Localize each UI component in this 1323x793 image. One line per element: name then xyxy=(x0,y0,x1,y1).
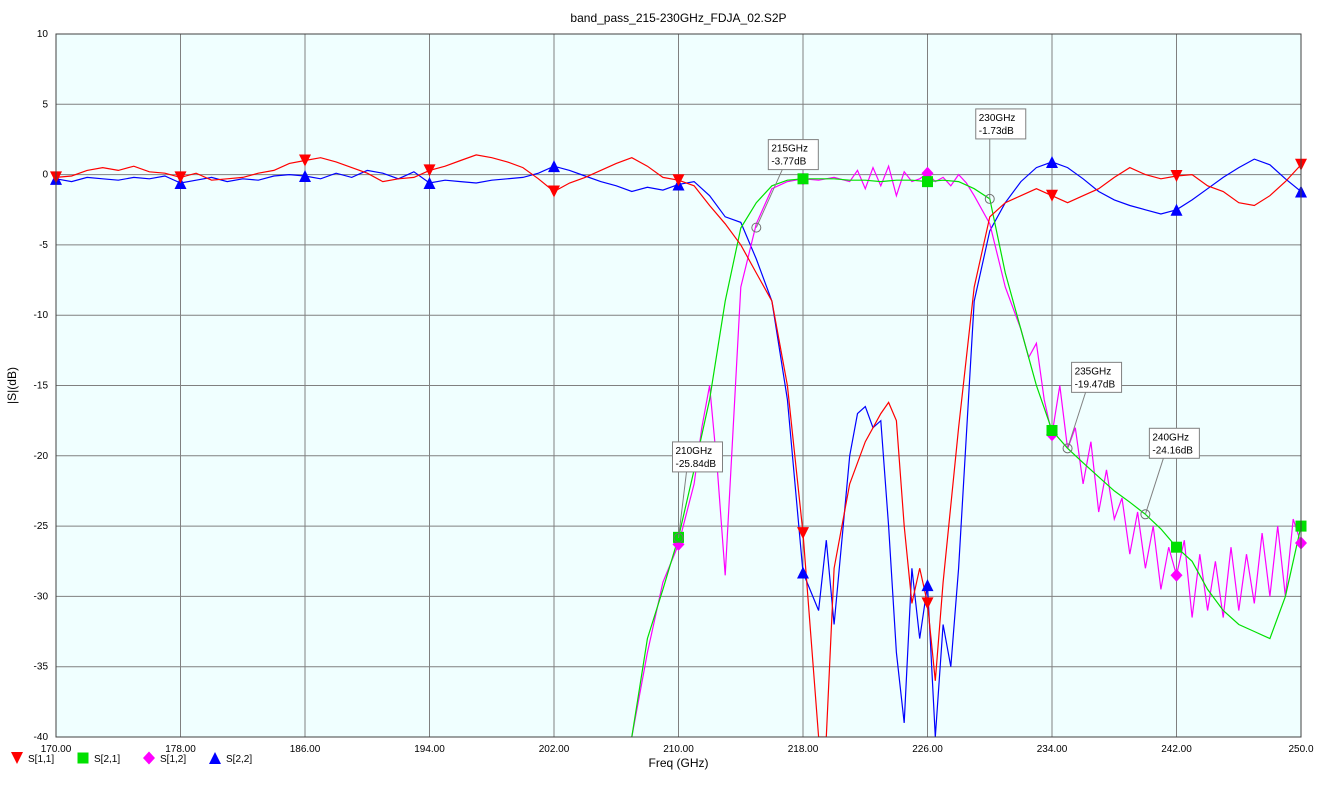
legend-label: S[1,2] xyxy=(160,754,186,765)
y-tick-label: -30 xyxy=(34,591,49,602)
y-tick-label: -10 xyxy=(34,310,49,321)
marker-callout[interactable]: 210GHz -25.84dB xyxy=(672,441,723,543)
x-axis-ticks: 170.00 178.00 186.00 194.00 202.00 210.00 218.… xyxy=(41,744,1314,755)
marker-s11 xyxy=(548,185,560,198)
y-tick-label: -5 xyxy=(39,240,48,251)
marker-s21 xyxy=(922,176,933,188)
x-tick-label: 210.00 xyxy=(663,744,694,755)
legend-swatch-s11 xyxy=(11,752,23,764)
legend-swatch-s21 xyxy=(77,752,89,764)
callout-value: -24.16dB xyxy=(1152,445,1193,456)
legend-item-s11[interactable]: S[1,1] xyxy=(11,752,54,765)
marker-s22 xyxy=(797,566,809,579)
x-tick-label: 226.00 xyxy=(912,744,943,755)
marker-s21 xyxy=(1171,541,1182,553)
marker-s22 xyxy=(299,170,311,183)
x-tick-label: 202.00 xyxy=(539,744,570,755)
series-line-s21 xyxy=(631,178,1301,737)
legend-item-s12[interactable]: S[1,2] xyxy=(143,751,186,766)
marker-s11 xyxy=(797,527,809,540)
x-tick-label: 186.00 xyxy=(290,744,321,755)
marker-annotations: 215GHz -3.77dB 230GHz -1.73dB 235GHz -19.47dB… xyxy=(672,108,1200,543)
marker-s22 xyxy=(1170,203,1183,216)
y-tick-label: -35 xyxy=(34,662,49,673)
x-tick-label: 194.00 xyxy=(414,744,445,755)
legend-label: S[2,2] xyxy=(226,754,252,765)
marker-s11 xyxy=(672,174,685,187)
marker-s22 xyxy=(423,177,436,190)
legend-item-s22[interactable]: S[2,2] xyxy=(209,752,252,765)
legend-label: S[1,1] xyxy=(28,754,54,765)
marker-s22 xyxy=(1046,155,1058,168)
callout-value: -3.77dB xyxy=(771,157,806,168)
marker-s11 xyxy=(423,164,436,177)
y-tick-label: 0 xyxy=(42,170,48,181)
callout-freq: 215GHz xyxy=(771,144,808,155)
y-axis-title: |S|(dB) xyxy=(5,367,19,404)
legend: S[1,1] S[2,1] S[1,2] S[2,2] xyxy=(11,751,252,766)
y-tick-label: -15 xyxy=(34,381,49,392)
callout-value: -25.84dB xyxy=(676,459,717,470)
x-tick-label: 250.0 xyxy=(1288,744,1313,755)
marker-s11 xyxy=(1046,189,1058,202)
y-tick-label: -40 xyxy=(34,732,49,743)
marker-s11 xyxy=(299,154,311,167)
marker-callout[interactable]: 215GHz -3.77dB xyxy=(751,139,819,233)
legend-label: S[2,1] xyxy=(94,754,120,765)
marker-s12 xyxy=(1170,568,1183,582)
marker-callout[interactable]: 230GHz -1.73dB xyxy=(975,108,1027,204)
marker-callout[interactable]: 240GHz -24.16dB xyxy=(1140,427,1200,520)
legend-swatch-s22 xyxy=(209,752,221,764)
x-axis-title: Freq (GHz) xyxy=(649,756,709,770)
x-tick-label: 178.00 xyxy=(165,744,196,755)
y-tick-label: -25 xyxy=(34,521,49,532)
marker-s11 xyxy=(174,171,187,184)
callout-value: -19.47dB xyxy=(1075,379,1116,390)
callout-freq: 235GHz xyxy=(1075,366,1112,377)
plot-frame xyxy=(55,33,1302,738)
y-tick-label: -20 xyxy=(34,451,49,462)
legend-item-s21[interactable]: S[2,1] xyxy=(77,752,121,766)
series-layer xyxy=(56,154,1301,737)
x-tick-label: 242.00 xyxy=(1161,744,1192,755)
marker-s11 xyxy=(1170,170,1183,183)
marker-s21 xyxy=(1046,424,1058,436)
y-tick-label: 5 xyxy=(42,99,48,110)
callout-freq: 230GHz xyxy=(979,113,1016,124)
marker-s22 xyxy=(921,579,934,592)
x-tick-label: 170.00 xyxy=(41,744,72,755)
callout-freq: 210GHz xyxy=(676,446,713,457)
callout-freq: 240GHz xyxy=(1152,432,1189,443)
x-tick-label: 234.00 xyxy=(1037,744,1068,755)
marker-s22 xyxy=(548,160,560,173)
series-line-s11 xyxy=(56,154,1301,737)
marker-s11 xyxy=(921,597,934,610)
chart-title: band_pass_215-230GHz_FDJA_02.S2P xyxy=(570,11,786,25)
marker-callout[interactable]: 235GHz -19.47dB xyxy=(1062,361,1123,454)
marker-s21 xyxy=(797,173,809,185)
callout-value: -1.73dB xyxy=(979,126,1014,137)
y-tick-label: 10 xyxy=(37,29,49,40)
series-line-s22 xyxy=(56,158,1301,737)
legend-swatch-s12 xyxy=(143,751,155,765)
y-axis-ticks: 10 5 0 -5 -10 -15 -20 -25 -30 -35 -40 xyxy=(34,29,49,743)
x-tick-label: 218.00 xyxy=(788,744,819,755)
